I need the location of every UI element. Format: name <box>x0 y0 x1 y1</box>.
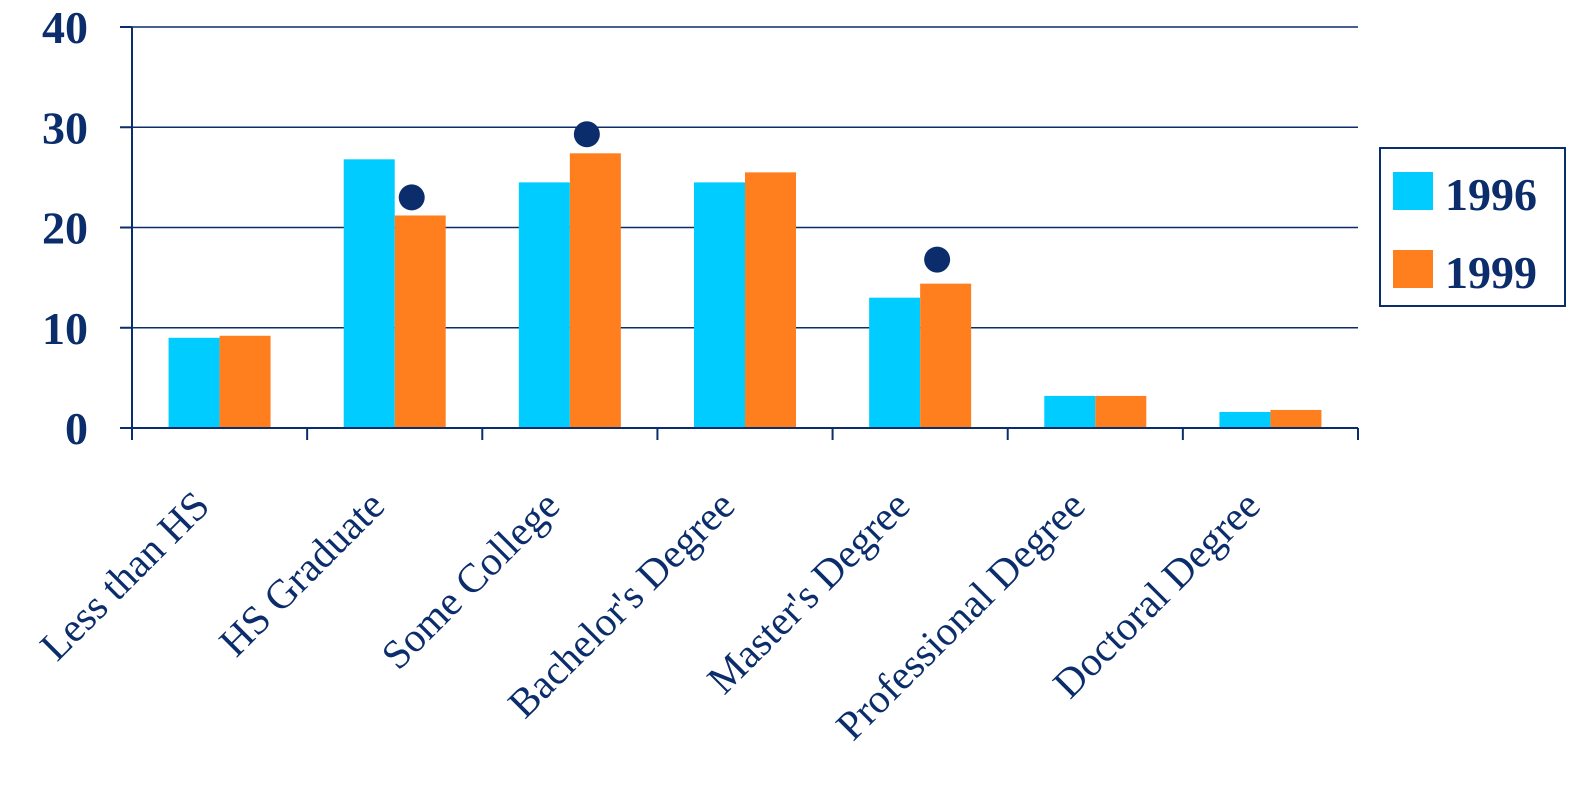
y-tick-label: 40 <box>42 2 88 53</box>
bar-1996 <box>343 159 395 428</box>
legend-label-1999: 1999 <box>1445 247 1537 298</box>
significance-marker <box>924 246 951 273</box>
bar-1996 <box>168 337 220 428</box>
bar-1996 <box>1219 411 1271 428</box>
bar-1999 <box>1270 409 1322 428</box>
bar-1999 <box>219 335 271 428</box>
bar-1999 <box>745 172 796 428</box>
bars <box>168 153 1322 428</box>
bar-1999 <box>920 283 972 428</box>
significance-markers <box>398 121 951 273</box>
y-tick-label: 20 <box>42 203 88 254</box>
bar-1996 <box>1044 395 1096 428</box>
y-tick-label: 10 <box>42 303 88 354</box>
axes <box>120 26 1359 440</box>
legend-swatch-1996 <box>1393 172 1433 210</box>
bar-1996 <box>694 182 745 428</box>
legend: 1996 1999 <box>1379 147 1566 307</box>
x-category-label: HS Graduate <box>210 482 393 665</box>
legend-swatch-1999 <box>1393 250 1433 288</box>
significance-marker <box>398 184 425 211</box>
x-category-label: Some College <box>372 482 568 678</box>
y-tick-label: 30 <box>42 102 88 153</box>
bar-1996 <box>869 297 921 428</box>
y-tick-labels: 0 10 20 30 40 <box>42 2 88 454</box>
significance-marker <box>573 121 600 148</box>
bar-1999 <box>394 215 446 428</box>
bar-1999 <box>569 153 621 428</box>
bar-1996 <box>518 182 570 428</box>
legend-label-1996: 1996 <box>1445 169 1537 220</box>
bar-1999 <box>1095 395 1147 428</box>
x-category-label: Less than HS <box>31 482 218 669</box>
y-tick-label: 0 <box>65 403 88 454</box>
